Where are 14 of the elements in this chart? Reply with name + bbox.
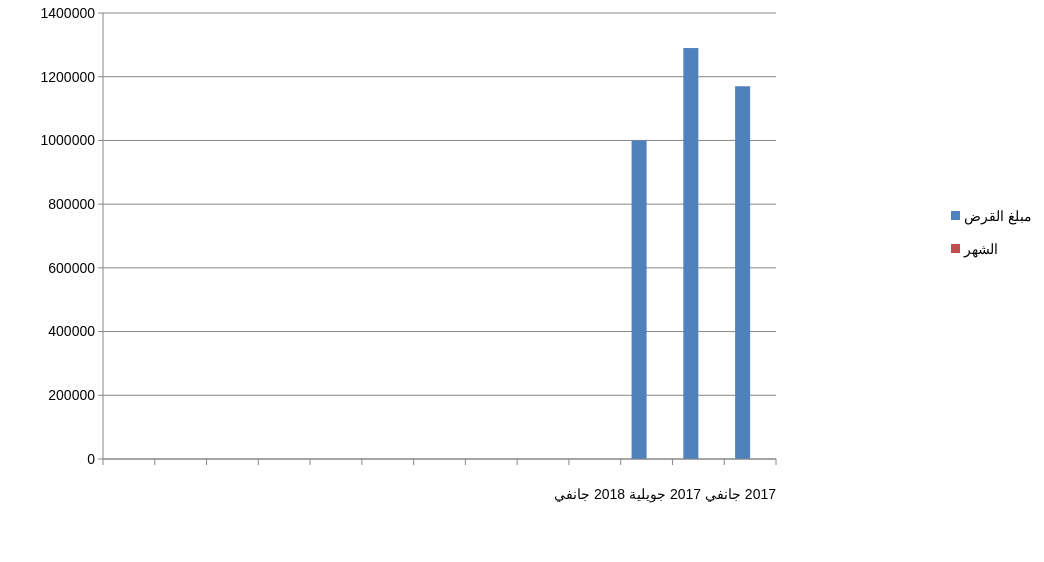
y-tick-label: 400000 bbox=[48, 323, 96, 340]
bar bbox=[735, 86, 751, 459]
legend-label: مبلغ القرض bbox=[964, 207, 1032, 225]
y-tick-label: 0 bbox=[87, 450, 96, 467]
y-tick-label: 200000 bbox=[48, 387, 96, 404]
x-axis-title: 2017 جانفي 2017 جويلية 2018 جانفي bbox=[554, 486, 777, 503]
bar bbox=[631, 140, 647, 459]
bar bbox=[683, 48, 699, 459]
y-tick-label: 1200000 bbox=[40, 68, 96, 85]
y-tick-label: 1000000 bbox=[40, 132, 96, 149]
y-tick-label: 800000 bbox=[48, 196, 96, 213]
y-tick-label: 1400000 bbox=[40, 4, 96, 21]
y-tick-label: 600000 bbox=[48, 259, 96, 276]
legend-label: الشهر bbox=[963, 240, 998, 258]
